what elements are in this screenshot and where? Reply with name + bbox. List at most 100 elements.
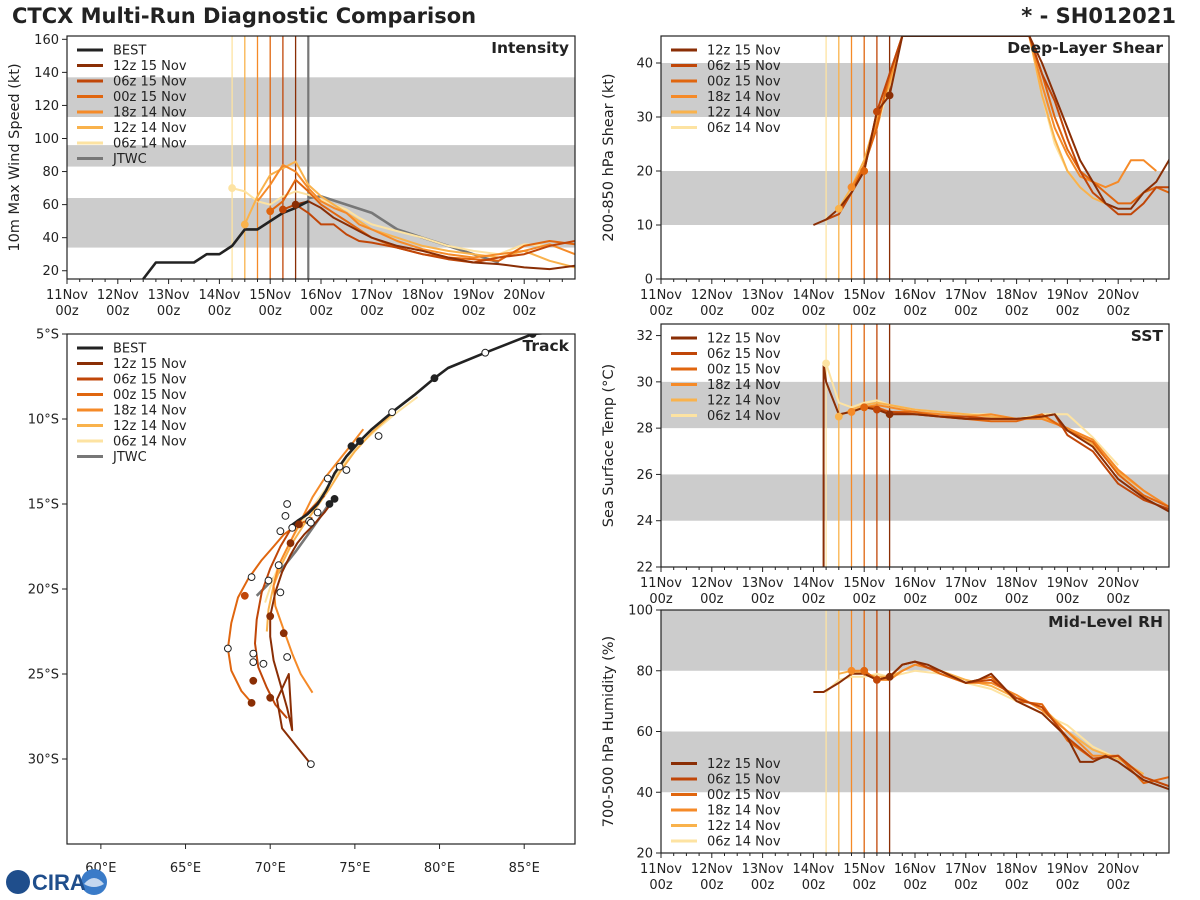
marker-12z-15-nov-9 (295, 520, 303, 529)
x-tick-label: 00z (903, 878, 927, 893)
x-tick-label: 00z (106, 304, 130, 319)
x-tick-label: 13Nov (742, 862, 784, 877)
y-tick-label: 30 (636, 111, 653, 126)
plot-area (822, 359, 1169, 567)
x-tick-label: 00z (853, 304, 877, 319)
x-tick-label: 15Nov (249, 288, 291, 303)
legend-label: 06z 15 Nov (707, 773, 781, 788)
legend-label: 06z 15 Nov (113, 75, 187, 90)
marker-12z-15-nov-10 (286, 539, 295, 547)
panel-title: Intensity (491, 39, 569, 57)
panel-title: Track (523, 337, 570, 355)
y-tick-label: 30°S (28, 753, 59, 768)
x-tick-label: 00z (411, 304, 435, 319)
y-tick-label: 160 (34, 33, 59, 48)
x-tick-label: 00z (462, 304, 486, 319)
marker-jtwc-36 (276, 527, 285, 536)
marker-06z-14-nov-31 (342, 466, 351, 474)
legend-label: 12z 15 Nov (707, 757, 781, 772)
marker-06z-14-nov-0 (228, 184, 237, 192)
series-line-00z-15-nov (226, 516, 313, 706)
band-1 (67, 145, 575, 167)
x-tick-label: 13Nov (148, 288, 190, 303)
x-tick-label: 00z (309, 304, 333, 319)
series-line-12z-15-nov (269, 498, 336, 765)
marker-jtwc-33 (306, 518, 315, 527)
y-tick-label: 120 (34, 99, 59, 114)
x-tick-label: 14Nov (198, 288, 240, 303)
marker-12z-14-nov-0 (834, 204, 843, 213)
legend-label: 12z 14 Nov (113, 121, 187, 136)
x-tick-label: 00z (1005, 592, 1029, 607)
x-tick-label: 11Nov (46, 288, 88, 303)
x-tick-label: 00z (208, 304, 232, 319)
x-tick-label: 11Nov (640, 862, 682, 877)
panel-title: SST (1131, 327, 1164, 345)
x-tick-label: 13Nov (742, 288, 784, 303)
x-tick-label: 00z (751, 592, 775, 607)
marker-06z-15-nov-4 (873, 405, 881, 414)
legend-label: 00z 15 Nov (707, 75, 781, 90)
x-tick-label: 16Nov (300, 288, 342, 303)
legend-label: 12z 14 Nov (707, 819, 781, 834)
marker-best-1 (481, 348, 490, 357)
legend-label: 18z 14 Nov (113, 404, 187, 419)
panel-title: Mid-Level RH (1048, 613, 1163, 631)
x-tick-label: 14Nov (792, 288, 834, 303)
x-tick-label: 85°E (509, 861, 540, 876)
series-line-best (289, 334, 549, 528)
y-tick-label: 26 (636, 468, 653, 483)
y-axis-label: 200-850 hPa Shear (kt) (601, 73, 617, 241)
y-tick-label: 40 (42, 231, 59, 246)
marker-12z-15-nov-16 (306, 760, 315, 768)
x-tick-label: 00z (853, 592, 877, 607)
plot-area (813, 660, 1169, 791)
x-tick-label: 15Nov (843, 862, 885, 877)
x-tick-label: 00z (259, 304, 283, 319)
x-tick-label: 14Nov (792, 862, 834, 877)
band-0 (661, 474, 1169, 521)
marker-12z-15-nov-13 (249, 676, 258, 685)
x-tick-label: 00z (1005, 304, 1029, 319)
y-tick-label: 24 (636, 514, 653, 529)
legend-label: 06z 14 Nov (707, 409, 781, 424)
x-tick-label: 00z (954, 592, 978, 607)
legend-label: 12z 15 Nov (113, 59, 187, 74)
y-axis-label: 700-500 hPa Humidity (%) (601, 636, 617, 827)
y-tick-label: 10 (636, 219, 653, 234)
marker-00z-15-nov-1 (860, 666, 869, 675)
marker-06z-14-nov-0 (822, 359, 830, 368)
series-line-best (142, 200, 309, 279)
y-axis-label: Sea Surface Temp (°C) (601, 364, 617, 527)
y-tick-label: 60 (42, 198, 59, 213)
x-tick-label: 17Nov (351, 288, 393, 303)
y-tick-label: 25°S (28, 668, 59, 683)
x-tick-label: 11Nov (640, 288, 682, 303)
marker-12z-15-nov-3 (885, 672, 894, 681)
marker-best-4 (356, 437, 364, 446)
marker-best-7 (330, 495, 339, 503)
x-tick-label: 00z (649, 304, 673, 319)
x-tick-label: 16Nov (894, 862, 936, 877)
marker-06z-15-nov-19 (247, 573, 256, 581)
legend-label: 06z 15 Nov (707, 59, 781, 74)
legend-label: 06z 14 Nov (113, 435, 187, 450)
y-tick-label: 28 (636, 422, 653, 437)
x-tick-label: 00z (751, 304, 775, 319)
x-tick-label: 15Nov (843, 576, 885, 591)
x-tick-label: 00z (853, 878, 877, 893)
x-tick-label: 75°E (339, 861, 370, 876)
marker-12z-15-nov-14 (266, 693, 275, 702)
legend-label: 00z 15 Nov (113, 388, 187, 403)
marker-12z-15-nov-4 (885, 91, 894, 100)
legend-label: 12z 14 Nov (707, 106, 781, 121)
y-tick-label: 100 (34, 132, 59, 147)
y-tick-label: 30 (636, 375, 653, 390)
series-line-06z-14-nov (231, 187, 550, 256)
legend-label: JTWC (112, 152, 147, 167)
legend-label: 12z 14 Nov (707, 394, 781, 409)
legend-label: JTWC (112, 450, 147, 465)
x-tick-label: 00z (700, 304, 724, 319)
